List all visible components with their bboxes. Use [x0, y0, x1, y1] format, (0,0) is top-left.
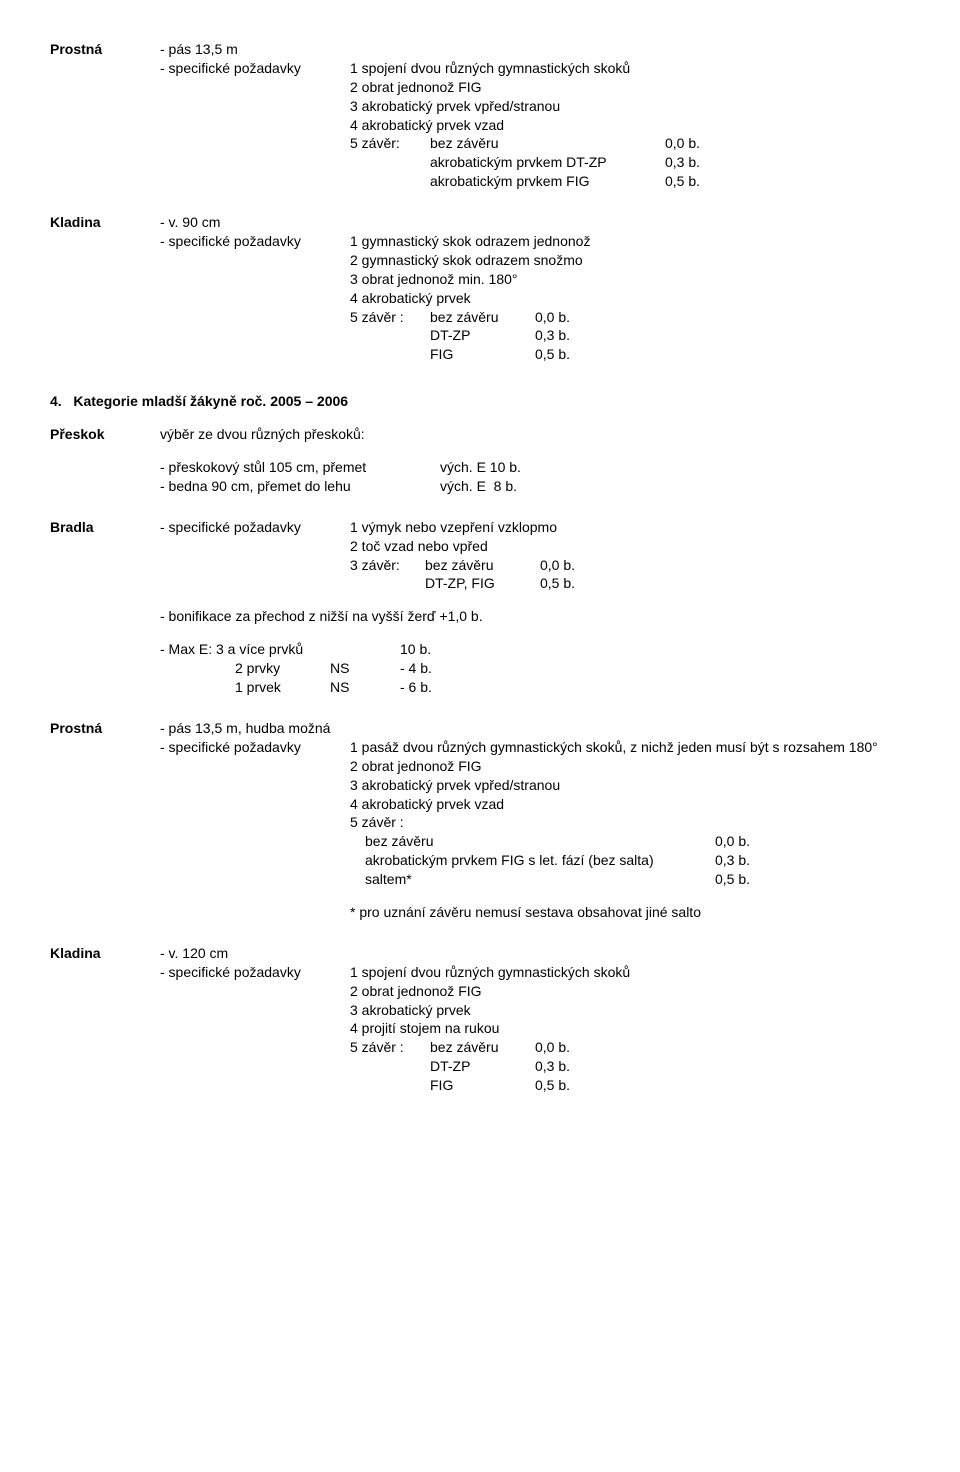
- req: 3 obrat jednonož min. 180°: [50, 270, 910, 289]
- req: 5 závěr :: [50, 813, 910, 832]
- req: 4 akrobatický prvek: [50, 289, 910, 308]
- req: 1 pasáž dvou různých gymnastických skoků…: [350, 738, 910, 757]
- section-preskok: Přeskok výběr ze dvou různých přeskoků: …: [50, 425, 910, 496]
- req: 3 akrobatický prvek vpřed/stranou: [50, 776, 910, 795]
- label: Prostná: [50, 719, 160, 738]
- sub: - v. 90 cm: [160, 213, 350, 232]
- label: Bradla: [50, 518, 160, 537]
- label: Přeskok: [50, 425, 160, 444]
- req: 2 obrat jednonož FIG: [50, 78, 910, 97]
- sub: - pás 13,5 m: [160, 40, 350, 59]
- req: 4 akrobatický prvek vzad: [50, 116, 910, 135]
- section-kladina-1: Kladina - v. 90 cm - specifické požadavk…: [50, 213, 910, 364]
- req: 3 akrobatický prvek: [50, 1001, 910, 1020]
- req-line: bez závěru 0,0 b.: [50, 832, 910, 851]
- req-line: 5 závěr: bez závěru 0,0 b.: [50, 134, 910, 153]
- req-line: saltem* 0,5 b.: [50, 870, 910, 889]
- req-line: 5 závěr : bez závěru 0,0 b.: [50, 308, 910, 327]
- req-line: akrobatickým prvkem FIG 0,5 b.: [50, 172, 910, 191]
- label: Prostná: [50, 40, 160, 59]
- req: 2 toč vzad nebo vpřed: [50, 537, 910, 556]
- section-prostna-1: Prostná - pás 13,5 m - specifické požada…: [50, 40, 910, 191]
- sub: - specifické požadavky: [160, 963, 350, 982]
- req: 1 výmyk nebo vzepření vzklopmo: [350, 518, 910, 537]
- section-prostna-2: Prostná - pás 13,5 m, hudba možná - spec…: [50, 719, 910, 922]
- sub: - specifické požadavky: [160, 232, 350, 251]
- footnote: * pro uznání závěru nemusí sestava obsah…: [50, 903, 910, 922]
- req-line: 5 závěr : bez závěru 0,0 b.: [50, 1038, 910, 1057]
- sub: - v. 120 cm: [160, 944, 350, 963]
- sub: - specifické požadavky: [160, 59, 350, 78]
- section-kladina-2: Kladina - v. 120 cm - specifické požadav…: [50, 944, 910, 1095]
- option-line: - bedna 90 cm, přemet do lehu vých. E 8 …: [50, 477, 910, 496]
- req: 4 akrobatický prvek vzad: [50, 795, 910, 814]
- req: 3 akrobatický prvek vpřed/stranou: [50, 97, 910, 116]
- section-bradla: Bradla - specifické požadavky 1 výmyk ne…: [50, 518, 910, 697]
- label: Kladina: [50, 213, 160, 232]
- req: 2 obrat jednonož FIG: [50, 757, 910, 776]
- req-line: DT-ZP 0,3 b.: [50, 326, 910, 345]
- req-line: akrobatickým prvkem FIG s let. fází (bez…: [50, 851, 910, 870]
- req-line: akrobatickým prvkem DT-ZP 0,3 b.: [50, 153, 910, 172]
- sub: - specifické požadavky: [160, 518, 350, 537]
- req-line: 3 závěr: bez závěru 0,0 b.: [50, 556, 910, 575]
- max-line: 1 prvek NS - 6 b.: [50, 678, 910, 697]
- desc: výběr ze dvou různých přeskoků:: [160, 425, 365, 444]
- category-heading: 4. Kategorie mladší žákyně roč. 2005 – 2…: [50, 392, 910, 411]
- max-line: 2 prvky NS - 4 b.: [50, 659, 910, 678]
- max-line: - Max E: 3 a více prvků 10 b.: [50, 640, 910, 659]
- req: 2 gymnastický skok odrazem snožmo: [50, 251, 910, 270]
- sub: - specifické požadavky: [160, 738, 350, 757]
- label: Kladina: [50, 944, 160, 963]
- req-line: DT-ZP 0,3 b.: [50, 1057, 910, 1076]
- req: 4 projití stojem na rukou: [50, 1019, 910, 1038]
- req-line: FIG 0,5 b.: [50, 345, 910, 364]
- sub: - pás 13,5 m, hudba možná: [160, 719, 330, 738]
- bonification: - bonifikace za přechod z nižší na vyšší…: [50, 607, 910, 626]
- option-line: - přeskokový stůl 105 cm, přemet vých. E…: [50, 458, 910, 477]
- req-line: DT-ZP, FIG 0,5 b.: [50, 574, 910, 593]
- req: 1 spojení dvou různých gymnastických sko…: [350, 963, 910, 982]
- req-line: FIG 0,5 b.: [50, 1076, 910, 1095]
- req: 1 gymnastický skok odrazem jednonož: [350, 232, 910, 251]
- req: 1 spojení dvou různých gymnastických sko…: [350, 59, 910, 78]
- req: 2 obrat jednonož FIG: [50, 982, 910, 1001]
